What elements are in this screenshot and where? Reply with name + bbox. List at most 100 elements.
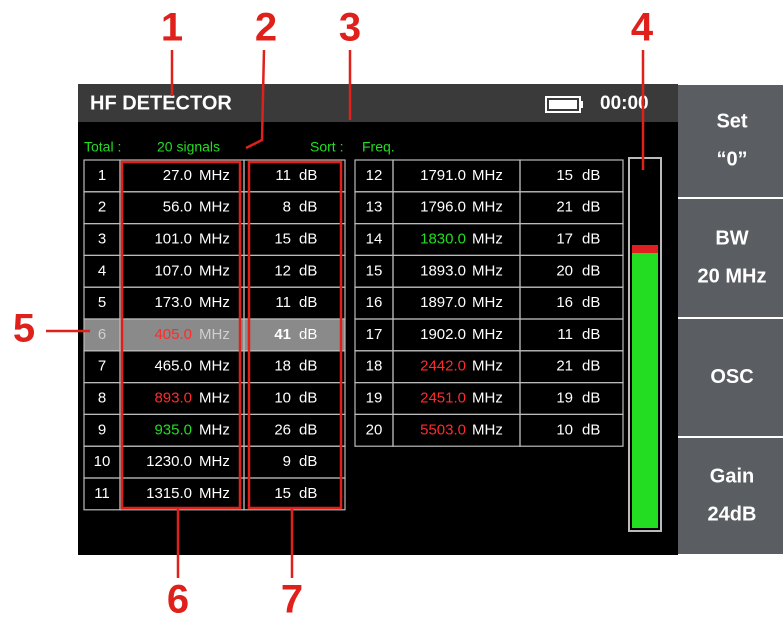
level-unit: dB	[299, 326, 317, 343]
side-button[interactable]: Set “0”	[678, 85, 783, 197]
row-number: 17	[366, 326, 383, 343]
annotation: 2	[255, 6, 277, 50]
total-value: 20 signals	[157, 139, 220, 155]
row-number: 7	[98, 358, 106, 375]
clock: 00:00	[600, 93, 649, 114]
row-number: 4	[98, 262, 106, 279]
frequency: 56.0	[163, 199, 192, 216]
frequency-unit: MHz	[472, 326, 503, 343]
button-label: Set	[716, 110, 747, 132]
level: 15	[556, 167, 573, 184]
frequency-unit: MHz	[199, 326, 230, 343]
button-face	[678, 85, 783, 197]
level-unit: dB	[299, 167, 317, 184]
button-label: “0”	[716, 148, 747, 170]
row-number: 20	[366, 421, 383, 438]
level-unit: dB	[299, 294, 317, 311]
frequency-unit: MHz	[199, 421, 230, 438]
level-unit: dB	[299, 358, 317, 375]
level: 21	[556, 199, 573, 216]
frequency: 893.0	[154, 389, 192, 406]
row-number: 13	[366, 199, 383, 216]
row-number: 18	[366, 358, 383, 375]
frequency-unit: MHz	[472, 262, 503, 279]
level-unit: dB	[299, 262, 317, 279]
level-unit: dB	[582, 326, 600, 343]
level: 17	[556, 230, 573, 247]
frequency-unit: MHz	[199, 199, 230, 216]
button-face	[678, 199, 783, 317]
frequency-unit: MHz	[199, 294, 230, 311]
frequency: 935.0	[154, 421, 192, 438]
frequency-unit: MHz	[472, 421, 503, 438]
level-unit: dB	[582, 262, 600, 279]
row-number: 8	[98, 389, 106, 406]
level: 10	[556, 421, 573, 438]
frequency-unit: MHz	[199, 485, 230, 502]
row-number: 11	[94, 485, 110, 502]
annotation: 3	[339, 6, 361, 50]
title: HF DETECTOR	[90, 92, 232, 114]
frequency: 107.0	[154, 262, 192, 279]
frequency-unit: MHz	[472, 199, 503, 216]
level-unit: dB	[582, 389, 600, 406]
frequency: 405.0	[154, 326, 192, 343]
frequency-unit: MHz	[472, 230, 503, 247]
annotation: 1	[161, 6, 183, 50]
sort-label: Sort :	[310, 139, 343, 155]
frequency: 5503.0	[420, 421, 466, 438]
level: 19	[556, 389, 573, 406]
button-label: OSC	[710, 366, 753, 388]
button-label: Gain	[710, 465, 754, 487]
level: 11	[275, 167, 291, 184]
level-unit: dB	[582, 167, 600, 184]
frequency-unit: MHz	[199, 358, 230, 375]
level: 15	[274, 485, 291, 502]
row-number: 14	[366, 230, 383, 247]
side-button[interactable]: OSC	[678, 319, 783, 436]
level-unit: dB	[299, 230, 317, 247]
frequency: 1791.0	[420, 167, 466, 184]
row-number: 5	[98, 294, 106, 311]
row-number: 12	[366, 167, 383, 184]
level: 15	[274, 230, 291, 247]
level: 18	[274, 358, 291, 375]
frequency: 173.0	[154, 294, 192, 311]
total-label: Total :	[84, 139, 121, 155]
frequency: 2451.0	[420, 389, 466, 406]
level: 8	[283, 199, 291, 216]
button-label: 20 MHz	[698, 265, 767, 287]
row-number: 19	[366, 389, 383, 406]
frequency: 2442.0	[420, 358, 466, 375]
row-number: 10	[94, 453, 111, 470]
row-number: 2	[98, 199, 106, 216]
level: 10	[274, 389, 291, 406]
level: 9	[283, 453, 291, 470]
level-unit: dB	[299, 485, 317, 502]
row-number: 6	[98, 326, 106, 343]
level: 41	[274, 326, 291, 343]
annotation: 6	[167, 578, 189, 622]
frequency-unit: MHz	[472, 389, 503, 406]
level-unit: dB	[582, 199, 600, 216]
annotation: 7	[281, 578, 303, 622]
level-unit: dB	[299, 199, 317, 216]
level: 16	[556, 294, 573, 311]
frequency: 1796.0	[420, 199, 466, 216]
level: 20	[556, 262, 573, 279]
frequency-unit: MHz	[199, 167, 230, 184]
level-unit: dB	[582, 294, 600, 311]
button-face	[678, 438, 783, 554]
frequency: 1315.0	[146, 485, 192, 502]
row-number: 1	[98, 167, 106, 184]
frequency-unit: MHz	[199, 262, 230, 279]
frequency: 465.0	[154, 358, 192, 375]
frequency-unit: MHz	[199, 389, 230, 406]
row-number: 15	[366, 262, 383, 279]
level: 21	[556, 358, 573, 375]
level-unit: dB	[582, 421, 600, 438]
sort-value: Freq.	[362, 139, 395, 155]
